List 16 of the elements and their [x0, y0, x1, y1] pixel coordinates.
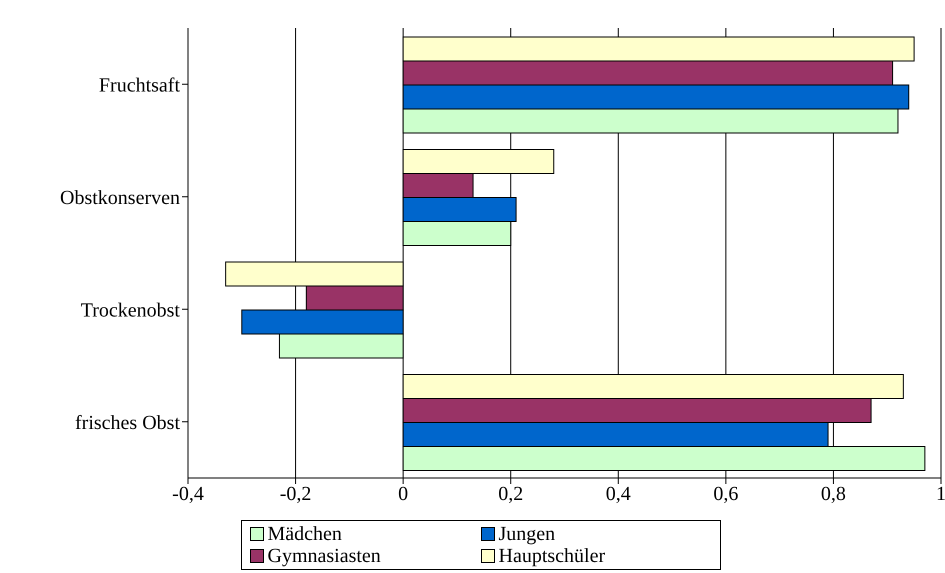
- legend-label: Jungen: [498, 523, 556, 545]
- y-tick-label: frisches Obst: [75, 412, 180, 434]
- y-tick-label: Fruchtsaft: [98, 74, 180, 96]
- x-tick-label: -0,2: [280, 483, 312, 506]
- legend-label: Gymnasiasten: [268, 545, 381, 567]
- x-tick-label: 1: [936, 483, 945, 506]
- legend-label: Hauptschüler: [498, 545, 606, 567]
- x-tick-label: 0,4: [606, 483, 631, 506]
- x-tick-label: 0,8: [820, 483, 846, 506]
- x-tick-label: 0: [398, 483, 408, 506]
- x-tick-label: 0,6: [713, 483, 738, 506]
- x-tick-label: -0,4: [172, 483, 204, 506]
- y-tick-label: Trockenobst: [80, 299, 180, 322]
- y-tick-label: Obstkonserven: [60, 186, 180, 209]
- x-tick-label: 0,2: [498, 483, 524, 506]
- legend-label: Mädchen: [268, 523, 342, 545]
